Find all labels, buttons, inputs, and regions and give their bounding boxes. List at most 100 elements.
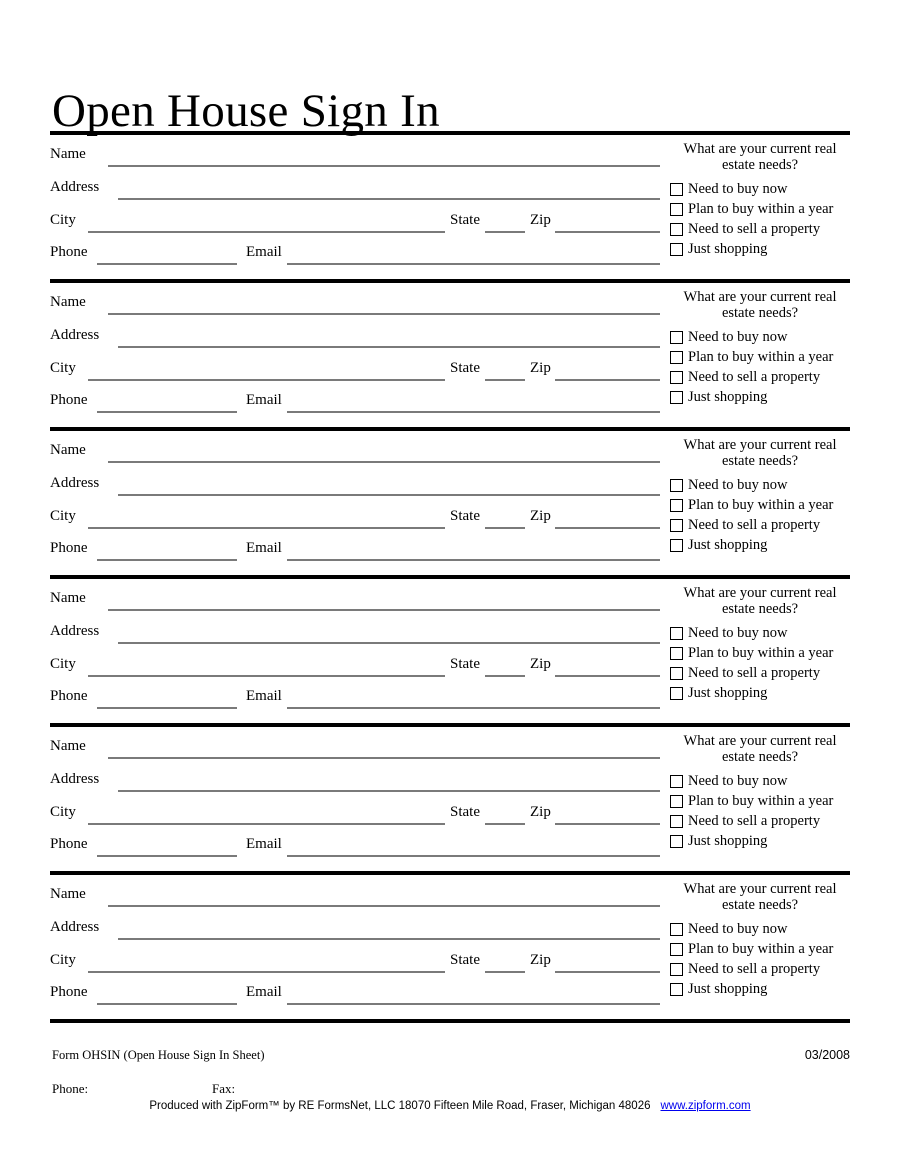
input-city[interactable]	[88, 231, 445, 233]
input-name[interactable]	[108, 905, 660, 907]
checkbox-icon[interactable]	[670, 942, 683, 956]
block-divider	[50, 575, 850, 579]
checkbox-icon[interactable]	[670, 922, 683, 936]
input-email[interactable]	[287, 707, 660, 709]
needs-option[interactable]: Need to buy now	[670, 327, 850, 347]
input-name[interactable]	[108, 757, 660, 759]
input-phone[interactable]	[97, 1003, 237, 1005]
checkbox-icon[interactable]	[670, 518, 683, 532]
input-state[interactable]	[485, 231, 525, 233]
input-email[interactable]	[287, 411, 660, 413]
needs-option-label: Need to buy now	[688, 329, 788, 345]
input-phone[interactable]	[97, 411, 237, 413]
needs-option[interactable]: Just shopping	[670, 831, 850, 851]
input-name[interactable]	[108, 609, 660, 611]
needs-option[interactable]: Plan to buy within a year	[670, 199, 850, 219]
input-state[interactable]	[485, 379, 525, 381]
needs-option[interactable]: Need to sell a property	[670, 219, 850, 239]
checkbox-icon[interactable]	[670, 982, 683, 996]
label-phone: Phone	[50, 688, 88, 704]
checkbox-icon[interactable]	[670, 242, 683, 256]
input-city[interactable]	[88, 823, 445, 825]
needs-option[interactable]: Need to buy now	[670, 475, 850, 495]
checkbox-icon[interactable]	[670, 538, 683, 552]
input-city[interactable]	[88, 675, 445, 677]
needs-option[interactable]: Need to sell a property	[670, 663, 850, 683]
zipform-link[interactable]: www.zipform.com	[660, 1100, 751, 1112]
needs-option[interactable]: Plan to buy within a year	[670, 495, 850, 515]
checkbox-icon[interactable]	[670, 182, 683, 196]
input-phone[interactable]	[97, 707, 237, 709]
input-address[interactable]	[118, 198, 660, 200]
checkbox-icon[interactable]	[670, 794, 683, 808]
input-email[interactable]	[287, 559, 660, 561]
input-email[interactable]	[287, 855, 660, 857]
input-phone[interactable]	[97, 855, 237, 857]
input-name[interactable]	[108, 165, 660, 167]
input-zip[interactable]	[555, 675, 660, 677]
input-address[interactable]	[118, 790, 660, 792]
input-zip[interactable]	[555, 823, 660, 825]
needs-option[interactable]: Just shopping	[670, 683, 850, 703]
input-email[interactable]	[287, 263, 660, 265]
checkbox-icon[interactable]	[670, 814, 683, 828]
checkbox-icon[interactable]	[670, 834, 683, 848]
needs-option[interactable]: Need to buy now	[670, 919, 850, 939]
checkbox-icon[interactable]	[670, 774, 683, 788]
needs-option[interactable]: Plan to buy within a year	[670, 791, 850, 811]
input-address[interactable]	[118, 938, 660, 940]
checkbox-icon[interactable]	[670, 498, 683, 512]
input-address[interactable]	[118, 642, 660, 644]
checkbox-icon[interactable]	[670, 962, 683, 976]
input-phone[interactable]	[97, 559, 237, 561]
needs-option[interactable]: Plan to buy within a year	[670, 347, 850, 367]
input-city[interactable]	[88, 971, 445, 973]
label-zip: Zip	[530, 508, 551, 524]
needs-option[interactable]: Need to sell a property	[670, 367, 850, 387]
needs-option-label: Just shopping	[688, 833, 768, 849]
needs-option[interactable]: Need to sell a property	[670, 959, 850, 979]
input-name[interactable]	[108, 461, 660, 463]
input-address[interactable]	[118, 494, 660, 496]
input-state[interactable]	[485, 971, 525, 973]
needs-options-list: Need to buy now Plan to buy within a year…	[670, 475, 850, 555]
input-name[interactable]	[108, 313, 660, 315]
input-zip[interactable]	[555, 379, 660, 381]
input-city[interactable]	[88, 379, 445, 381]
needs-option[interactable]: Just shopping	[670, 239, 850, 259]
checkbox-icon[interactable]	[670, 646, 683, 660]
input-zip[interactable]	[555, 231, 660, 233]
needs-option[interactable]: Need to sell a property	[670, 811, 850, 831]
needs-option[interactable]: Need to buy now	[670, 623, 850, 643]
input-email[interactable]	[287, 1003, 660, 1005]
checkbox-icon[interactable]	[670, 350, 683, 364]
checkbox-icon[interactable]	[670, 666, 683, 680]
input-state[interactable]	[485, 823, 525, 825]
checkbox-icon[interactable]	[670, 330, 683, 344]
footer-fax-label: Fax:	[212, 1081, 236, 1096]
label-state: State	[450, 952, 480, 968]
needs-option[interactable]: Need to buy now	[670, 179, 850, 199]
checkbox-icon[interactable]	[670, 626, 683, 640]
checkbox-icon[interactable]	[670, 202, 683, 216]
input-address[interactable]	[118, 346, 660, 348]
needs-option[interactable]: Just shopping	[670, 535, 850, 555]
input-zip[interactable]	[555, 527, 660, 529]
needs-option[interactable]: Plan to buy within a year	[670, 939, 850, 959]
input-state[interactable]	[485, 527, 525, 529]
needs-option-label: Just shopping	[688, 981, 768, 997]
needs-option[interactable]: Just shopping	[670, 387, 850, 407]
input-zip[interactable]	[555, 971, 660, 973]
needs-option[interactable]: Need to sell a property	[670, 515, 850, 535]
checkbox-icon[interactable]	[670, 478, 683, 492]
needs-option[interactable]: Plan to buy within a year	[670, 643, 850, 663]
input-phone[interactable]	[97, 263, 237, 265]
needs-option[interactable]: Just shopping	[670, 979, 850, 999]
checkbox-icon[interactable]	[670, 370, 683, 384]
checkbox-icon[interactable]	[670, 222, 683, 236]
checkbox-icon[interactable]	[670, 390, 683, 404]
checkbox-icon[interactable]	[670, 686, 683, 700]
input-city[interactable]	[88, 527, 445, 529]
needs-option[interactable]: Need to buy now	[670, 771, 850, 791]
input-state[interactable]	[485, 675, 525, 677]
